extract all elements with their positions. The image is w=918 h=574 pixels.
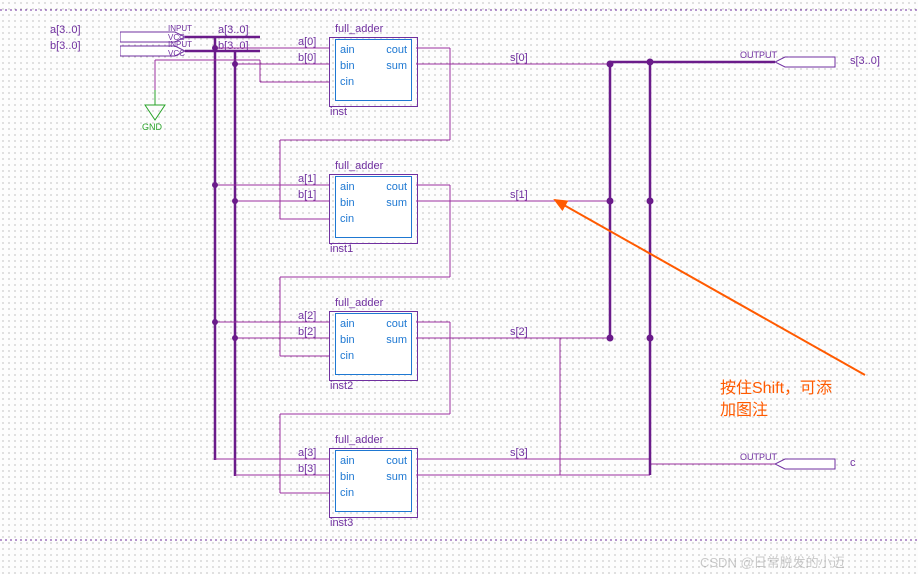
adder-0-bin-wire: b[0] <box>298 52 316 64</box>
adder-3-inst: inst3 <box>330 517 353 529</box>
bus-b-label: b[3..0] <box>218 40 249 52</box>
gnd-label: GND <box>142 122 162 132</box>
input-b-label: b[3..0] <box>50 40 81 52</box>
adder-1-inst: inst1 <box>330 243 353 255</box>
adder-0-title: full_adder <box>335 23 383 35</box>
output-s-tag: OUTPUT <box>740 50 777 60</box>
adder-2-ain-wire: a[2] <box>298 310 316 322</box>
wire-overlay <box>0 0 918 574</box>
output-c-tag: OUTPUT <box>740 452 777 462</box>
input-a-vcc: INPUT <box>168 24 192 33</box>
adder-2-outer <box>329 311 418 381</box>
output-pin-s[interactable] <box>775 55 845 74</box>
output-c-label: c <box>850 457 856 469</box>
input-a-label: a[3..0] <box>50 24 81 36</box>
adder-2-bin-wire: b[2] <box>298 326 316 338</box>
schematic-canvas: a[3..0] b[3..0] INPUT VCC INPUT VCC a[3.… <box>0 0 918 574</box>
annotation-line2: 加图注 <box>720 402 768 419</box>
adder-1-outer <box>329 174 418 244</box>
adder-2-inst: inst2 <box>330 380 353 392</box>
adder-3-outer <box>329 448 418 518</box>
adder-0-outer <box>329 37 418 107</box>
adder-3-title: full_adder <box>335 434 383 446</box>
input-b-vcc: INPUT <box>168 40 192 49</box>
watermark: CSDN @日常脱发的小迈 <box>700 552 845 571</box>
adder-2-title: full_adder <box>335 297 383 309</box>
adder-3-ain-wire: a[3] <box>298 447 316 459</box>
adder-1-ain-wire: a[1] <box>298 173 316 185</box>
annotation-caption: 按住Shift，可添 加图注 <box>720 378 832 423</box>
output-pin-c[interactable] <box>775 457 845 476</box>
adder-0-ain-wire: a[0] <box>298 36 316 48</box>
adder-0-inst: inst <box>330 106 347 118</box>
adder-3-sout-wire: s[3] <box>510 447 528 459</box>
bus-a-label: a[3..0] <box>218 24 249 36</box>
adder-1-bin-wire: b[1] <box>298 189 316 201</box>
adder-1-title: full_adder <box>335 160 383 172</box>
input-b-vcc2: VCC <box>168 49 185 58</box>
adder-0-sout-wire: s[0] <box>510 52 528 64</box>
adder-1-sout-wire: s[1] <box>510 189 528 201</box>
adder-3-bin-wire: b[3] <box>298 463 316 475</box>
output-s-label: s[3..0] <box>850 55 880 67</box>
annotation-line1: 按住Shift，可添 <box>720 380 832 397</box>
adder-2-sout-wire: s[2] <box>510 326 528 338</box>
